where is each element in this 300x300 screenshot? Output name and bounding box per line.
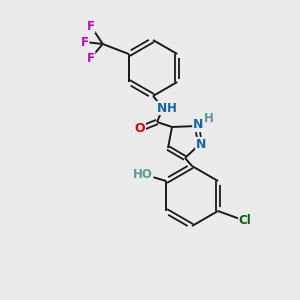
Text: F: F bbox=[81, 35, 89, 49]
Text: Cl: Cl bbox=[238, 214, 251, 226]
Text: O: O bbox=[135, 122, 145, 136]
Text: H: H bbox=[167, 101, 177, 115]
Text: N: N bbox=[196, 137, 206, 151]
Text: F: F bbox=[87, 52, 95, 64]
Text: H: H bbox=[204, 112, 214, 124]
Text: F: F bbox=[87, 20, 95, 32]
Text: HO: HO bbox=[133, 167, 153, 181]
Text: N: N bbox=[157, 101, 167, 115]
Text: N: N bbox=[193, 118, 203, 131]
